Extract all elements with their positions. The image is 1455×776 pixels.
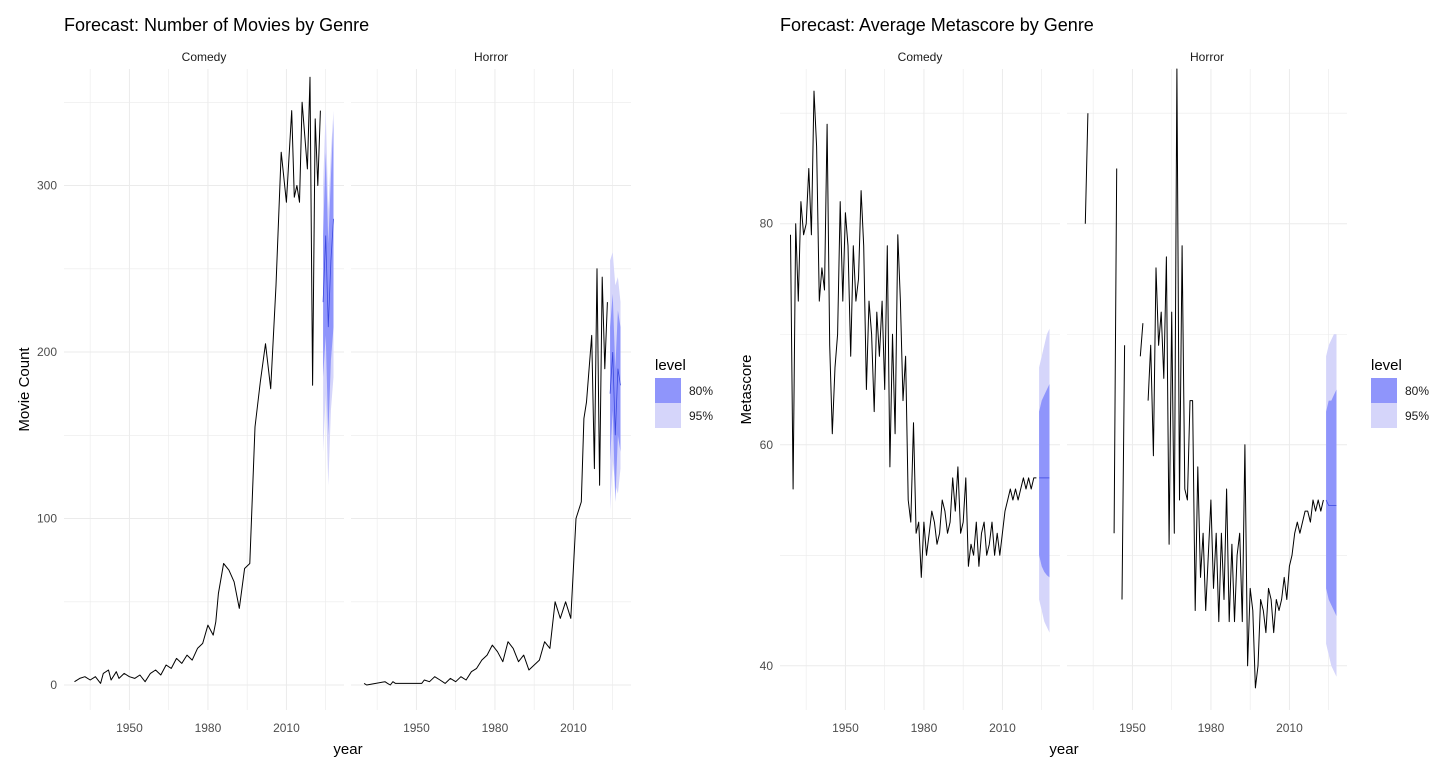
forecast-mean-line xyxy=(1325,499,1337,506)
legend-label: 95% xyxy=(1405,409,1429,423)
x-tick-label: 1980 xyxy=(482,721,509,735)
strip-label: Comedy xyxy=(898,50,943,64)
series-line xyxy=(74,76,321,684)
chart-0: Forecast: Number of Movies by Genre Comed… xyxy=(16,15,713,758)
chart-title: Forecast: Number of Movies by Genre xyxy=(64,15,369,35)
forecast-mean-line xyxy=(322,218,334,328)
y-tick-label: 40 xyxy=(760,659,774,673)
panel-comedy: Comedy 1950 1980 2010 xyxy=(64,50,344,735)
panel-comedy: Comedy 1950 1980 2010 xyxy=(780,50,1060,735)
panel-horror: Horror 1950 1980 2010 xyxy=(1067,50,1347,735)
chart-1: Forecast: Average Metascore by Genre Come… xyxy=(738,15,1429,758)
chart-title: Forecast: Average Metascore by Genre xyxy=(780,15,1094,35)
y-axis-title: Movie Count xyxy=(16,347,33,432)
x-tick-label: 1980 xyxy=(911,721,938,735)
x-tick-label: 2010 xyxy=(989,721,1016,735)
legend-key-95 xyxy=(1371,403,1397,428)
ribbon-80 xyxy=(610,293,621,502)
x-axis-title: year xyxy=(1049,741,1078,758)
legend-label: 80% xyxy=(689,384,713,398)
x-tick-label: 1950 xyxy=(832,721,859,735)
ribbon-80 xyxy=(1326,389,1337,617)
strip-label: Horror xyxy=(1190,50,1224,64)
series-line xyxy=(1084,68,1324,689)
series-line xyxy=(363,268,608,686)
x-tick-label: 1980 xyxy=(195,721,222,735)
legend-label: 80% xyxy=(1405,384,1429,398)
y-axis-title: Metascore xyxy=(738,354,755,424)
y-tick-label: 80 xyxy=(760,217,774,231)
legend-key-80 xyxy=(655,378,681,403)
y-tick-label: 100 xyxy=(37,512,57,526)
x-tick-label: 2010 xyxy=(273,721,300,735)
strip-label: Comedy xyxy=(182,50,227,64)
legend-title: level xyxy=(1371,357,1402,374)
x-tick-label: 2010 xyxy=(1276,721,1303,735)
x-tick-label: 2010 xyxy=(560,721,587,735)
x-axis-title: year xyxy=(333,741,362,758)
legend-label: 95% xyxy=(689,409,713,423)
legend-title: level xyxy=(655,357,686,374)
legend-key-80 xyxy=(1371,378,1397,403)
ribbon-80 xyxy=(323,118,334,436)
y-tick-label: 200 xyxy=(37,345,57,359)
y-tick-label: 60 xyxy=(760,438,774,452)
x-tick-label: 1950 xyxy=(116,721,143,735)
y-tick-label: 0 xyxy=(50,678,57,692)
x-tick-label: 1950 xyxy=(1119,721,1146,735)
x-tick-label: 1950 xyxy=(403,721,430,735)
forecast-mean-line xyxy=(609,351,621,436)
legend-key-95 xyxy=(655,403,681,428)
y-tick-label: 300 xyxy=(37,179,57,193)
series-line xyxy=(790,90,1037,578)
ribbon-80 xyxy=(1039,384,1050,578)
panel-horror: Horror 1950 1980 2010 xyxy=(351,50,631,735)
strip-label: Horror xyxy=(474,50,508,64)
x-tick-label: 1980 xyxy=(1198,721,1225,735)
